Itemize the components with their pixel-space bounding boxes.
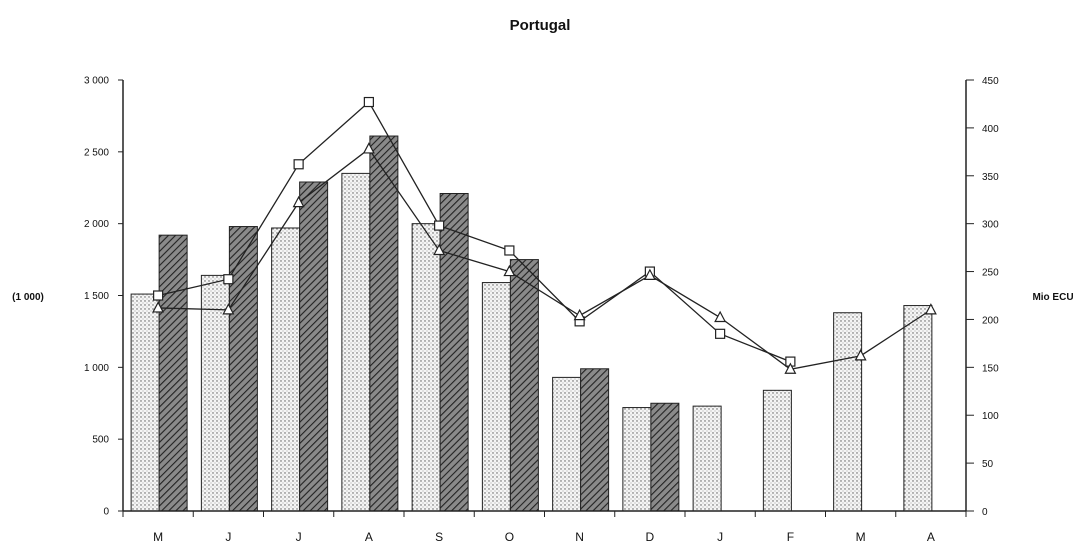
square-marker-line [157,101,791,363]
right-tick-label: 150 [982,363,999,374]
dotted-bar [271,227,301,512]
dotted-bar [411,223,441,512]
left-axis-title: (1 000) [12,292,44,303]
triangle-marker [433,243,446,256]
hatched-bar [580,368,610,512]
x-category-label: J [296,530,302,544]
right-tick-label: 200 [982,315,999,326]
square-marker [363,96,374,108]
square-marker [223,274,234,285]
x-category-label: A [927,530,935,544]
left-tick-label: 3 000 [84,76,109,87]
triangle-marker [643,268,656,280]
x-category-label: A [365,530,373,544]
right-tick-label: 400 [982,124,999,135]
triangle-marker [573,308,586,321]
dotted-bar [200,274,230,512]
triangle-marker [714,310,727,323]
hatched-bar [228,226,258,512]
left-tick-label: 500 [92,435,109,446]
chart-title: Portugal [510,17,571,34]
dotted-bar [833,312,863,512]
hatched-bar [369,135,399,512]
hatched-bar [158,234,188,512]
right-tick-label: 250 [982,268,999,279]
dotted-bar [692,405,722,512]
hatched-bar [650,402,680,512]
hatched-bar [439,192,469,512]
dotted-bar [481,282,511,512]
x-category-label: M [153,530,163,544]
square-marker [504,245,515,256]
right-tick-label: 100 [982,411,999,422]
dotted-bar [341,172,371,512]
x-category-label: J [225,530,231,544]
right-tick-label: 0 [982,507,988,518]
dotted-bar [762,389,792,512]
triangle-marker-line [158,148,932,370]
hatched-bar [299,181,329,512]
dotted-bar [903,305,933,512]
triangle-marker [784,362,797,374]
x-category-label: O [505,530,514,544]
left-tick-label: 1 000 [84,363,109,374]
triangle-marker [362,142,375,154]
x-category-label: S [435,530,443,544]
triangle-marker [222,303,235,315]
square-marker [153,290,164,301]
right-tick-label: 300 [982,220,999,231]
triangle-marker [152,301,165,313]
triangle-marker [503,264,516,277]
x-category-label: D [646,530,655,544]
square-marker [293,159,304,170]
right-tick-label: 350 [982,172,999,183]
dotted-bar [622,407,652,512]
right-tick-label: 450 [982,76,999,87]
triangle-marker [924,303,937,315]
x-category-label: M [856,530,866,544]
square-marker [434,220,445,231]
right-axis-title: Mio ECU [1032,292,1073,303]
triangle-marker [292,195,305,208]
hatched-bar [509,259,539,512]
right-tick-label: 50 [982,459,994,470]
x-category-label: J [717,530,723,544]
dotted-bar [552,376,582,512]
triangle-marker [854,349,867,361]
left-tick-label: 2 500 [84,147,109,158]
square-marker [715,328,726,339]
plot-area: 0 500 1 000 1 500 2 000 2 500 3 000 0 50 100 150 20… [84,76,999,545]
left-tick-label: 2 000 [84,219,109,230]
left-tick-label: 1 500 [84,291,109,302]
x-category-label: F [787,530,794,544]
left-tick-label: 0 [103,507,109,518]
dotted-bar [130,293,160,512]
x-category-label: N [575,530,584,544]
